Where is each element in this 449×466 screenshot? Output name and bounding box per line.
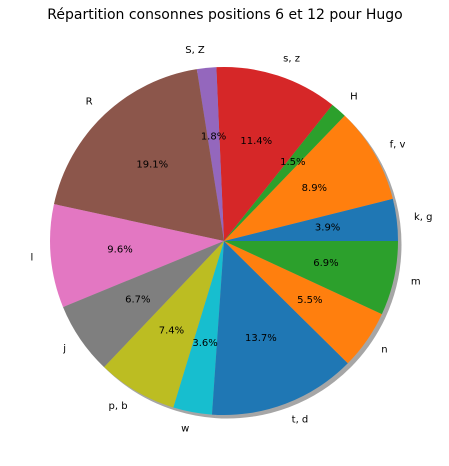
slice-label-f-v: f, v xyxy=(390,140,406,151)
pie-slice-j xyxy=(63,241,224,368)
percent-label-s-z: 11.4% xyxy=(240,136,272,147)
percent-label-w: 3.6% xyxy=(192,338,217,349)
pie-slice-h xyxy=(224,104,345,241)
pie-slice-m xyxy=(224,241,398,315)
slice-label-r: R xyxy=(86,96,93,107)
slice-label-p-b: p, b xyxy=(109,401,128,412)
percent-label-f-v: 8.9% xyxy=(302,183,327,194)
slice-labels: k, g f, v Hs, z S, Z Rl j p, b w t, d n m xyxy=(31,45,433,435)
slice-label-k-g: k, g xyxy=(414,212,433,223)
percent-label-m: 6.9% xyxy=(313,258,338,269)
pie-slice-t-d xyxy=(211,241,348,415)
percent-label-n: 5.5% xyxy=(297,295,322,306)
percent-label-r: 19.1% xyxy=(136,160,168,171)
slice-label-w: w xyxy=(181,424,189,435)
percent-label-k-g: 3.9% xyxy=(315,223,340,234)
pie-slice-r xyxy=(53,69,225,241)
slice-label-m: m xyxy=(411,277,421,288)
pie-slice-l xyxy=(50,204,224,308)
percent-label-s-z: 1.8% xyxy=(201,132,226,143)
pie-slice-s-z xyxy=(216,67,333,241)
slice-label-l: l xyxy=(31,252,34,263)
pie-slice-n xyxy=(224,241,382,364)
slice-label-n: n xyxy=(381,345,387,356)
pie-slices xyxy=(50,67,398,415)
slice-label-t-d: t, d xyxy=(292,415,309,426)
percent-label-p-b: 7.4% xyxy=(159,326,184,337)
pie-slice-w xyxy=(173,241,224,415)
pie-slice-k-g xyxy=(224,198,398,241)
percent-label-l: 9.6% xyxy=(107,245,132,256)
pie-slice-s-z xyxy=(196,67,224,241)
pie-slice-f-v xyxy=(224,115,393,241)
slice-label-s-z: S, Z xyxy=(185,45,205,56)
percent-labels: 3.9% 8.9% 1.5% 11.4% 1.8% 19.1% 9.6% 6.7% 7.4% 3.… xyxy=(107,132,340,350)
chart-title: Répartition consonnes positions 6 et 12 … xyxy=(47,7,402,23)
pie-slice-p-b xyxy=(104,241,224,408)
percent-label-j: 6.7% xyxy=(125,294,150,305)
slice-label-h: H xyxy=(350,92,358,103)
percent-label-t-d: 13.7% xyxy=(245,333,277,344)
slice-label-j: j xyxy=(62,344,66,355)
slice-label-s-z: s, z xyxy=(283,53,300,64)
percent-label-h: 1.5% xyxy=(280,157,305,168)
